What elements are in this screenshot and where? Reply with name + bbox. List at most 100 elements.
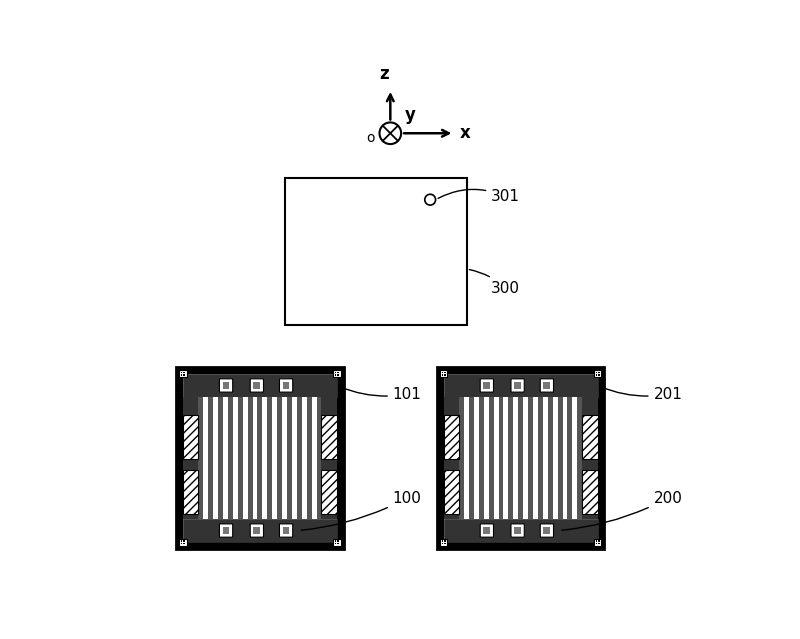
Bar [338,371,339,373]
FancyBboxPatch shape [511,379,524,392]
Bar [444,540,446,542]
Bar [483,527,490,534]
Bar [179,370,186,378]
Bar [183,543,185,544]
Bar [595,543,597,544]
Bar [248,397,253,519]
Bar [334,543,336,544]
Bar [528,397,533,519]
Text: 200: 200 [562,491,682,530]
Bar [582,415,598,459]
Bar [444,374,598,543]
Bar [208,397,213,519]
Bar [598,540,600,542]
Bar [338,543,339,544]
Bar [338,374,339,376]
Bar [334,370,341,378]
Bar [543,527,550,534]
Text: z: z [380,65,390,83]
Bar [258,397,262,519]
Bar [282,527,290,534]
Text: 101: 101 [339,387,422,402]
Bar [334,371,336,373]
Bar [440,539,447,546]
Bar [338,540,339,542]
Bar [442,540,443,542]
Bar [514,382,521,389]
Bar [334,540,336,542]
Bar [595,540,597,542]
Circle shape [379,123,401,144]
Bar [285,178,466,325]
Bar [183,415,198,459]
Bar [442,371,443,373]
Bar [444,371,446,373]
Bar [183,470,198,514]
Bar [282,382,290,389]
Bar [444,519,598,543]
Bar [334,539,341,546]
Bar [578,397,582,519]
Bar [238,397,242,519]
Bar [297,397,302,519]
Bar [594,370,602,378]
Bar [595,371,597,373]
Bar [508,397,514,519]
Bar [254,527,260,534]
FancyBboxPatch shape [279,524,293,537]
FancyBboxPatch shape [219,379,233,392]
Text: 301: 301 [438,189,520,204]
FancyBboxPatch shape [250,379,263,392]
Bar [514,527,521,534]
Bar [306,397,312,519]
Bar [483,382,490,389]
Bar [469,397,474,519]
FancyBboxPatch shape [480,524,494,537]
Bar [222,527,230,534]
Bar [598,374,600,376]
Bar [198,397,203,519]
Bar [322,397,337,519]
Bar [322,415,337,459]
Bar [198,397,322,519]
Bar [498,397,503,519]
FancyBboxPatch shape [279,379,293,392]
Bar [442,374,443,376]
Circle shape [425,194,435,205]
Bar [538,397,543,519]
Bar [567,397,573,519]
Text: 201: 201 [600,387,682,402]
Text: 100: 100 [301,491,422,530]
Bar [459,397,464,519]
Bar [254,382,260,389]
FancyBboxPatch shape [511,524,524,537]
Bar [277,397,282,519]
Text: o: o [366,131,375,145]
Bar [444,397,459,519]
Bar [582,470,598,514]
Bar [183,374,185,376]
Bar [222,382,230,389]
Bar [228,397,233,519]
Bar [444,374,598,397]
Bar [444,374,446,376]
Bar [334,374,336,376]
Bar [444,470,459,514]
FancyBboxPatch shape [540,379,554,392]
Bar [322,470,337,514]
Bar [489,397,494,519]
FancyBboxPatch shape [480,379,494,392]
FancyBboxPatch shape [540,524,554,537]
FancyBboxPatch shape [219,524,233,537]
Bar [181,371,182,373]
Bar [183,374,337,543]
Bar [267,397,272,519]
Bar [459,397,582,519]
Bar [218,397,223,519]
Bar [598,543,600,544]
Bar [444,543,446,544]
Bar [179,539,186,546]
Bar [181,543,182,544]
Bar [181,540,182,542]
Bar [183,540,185,542]
